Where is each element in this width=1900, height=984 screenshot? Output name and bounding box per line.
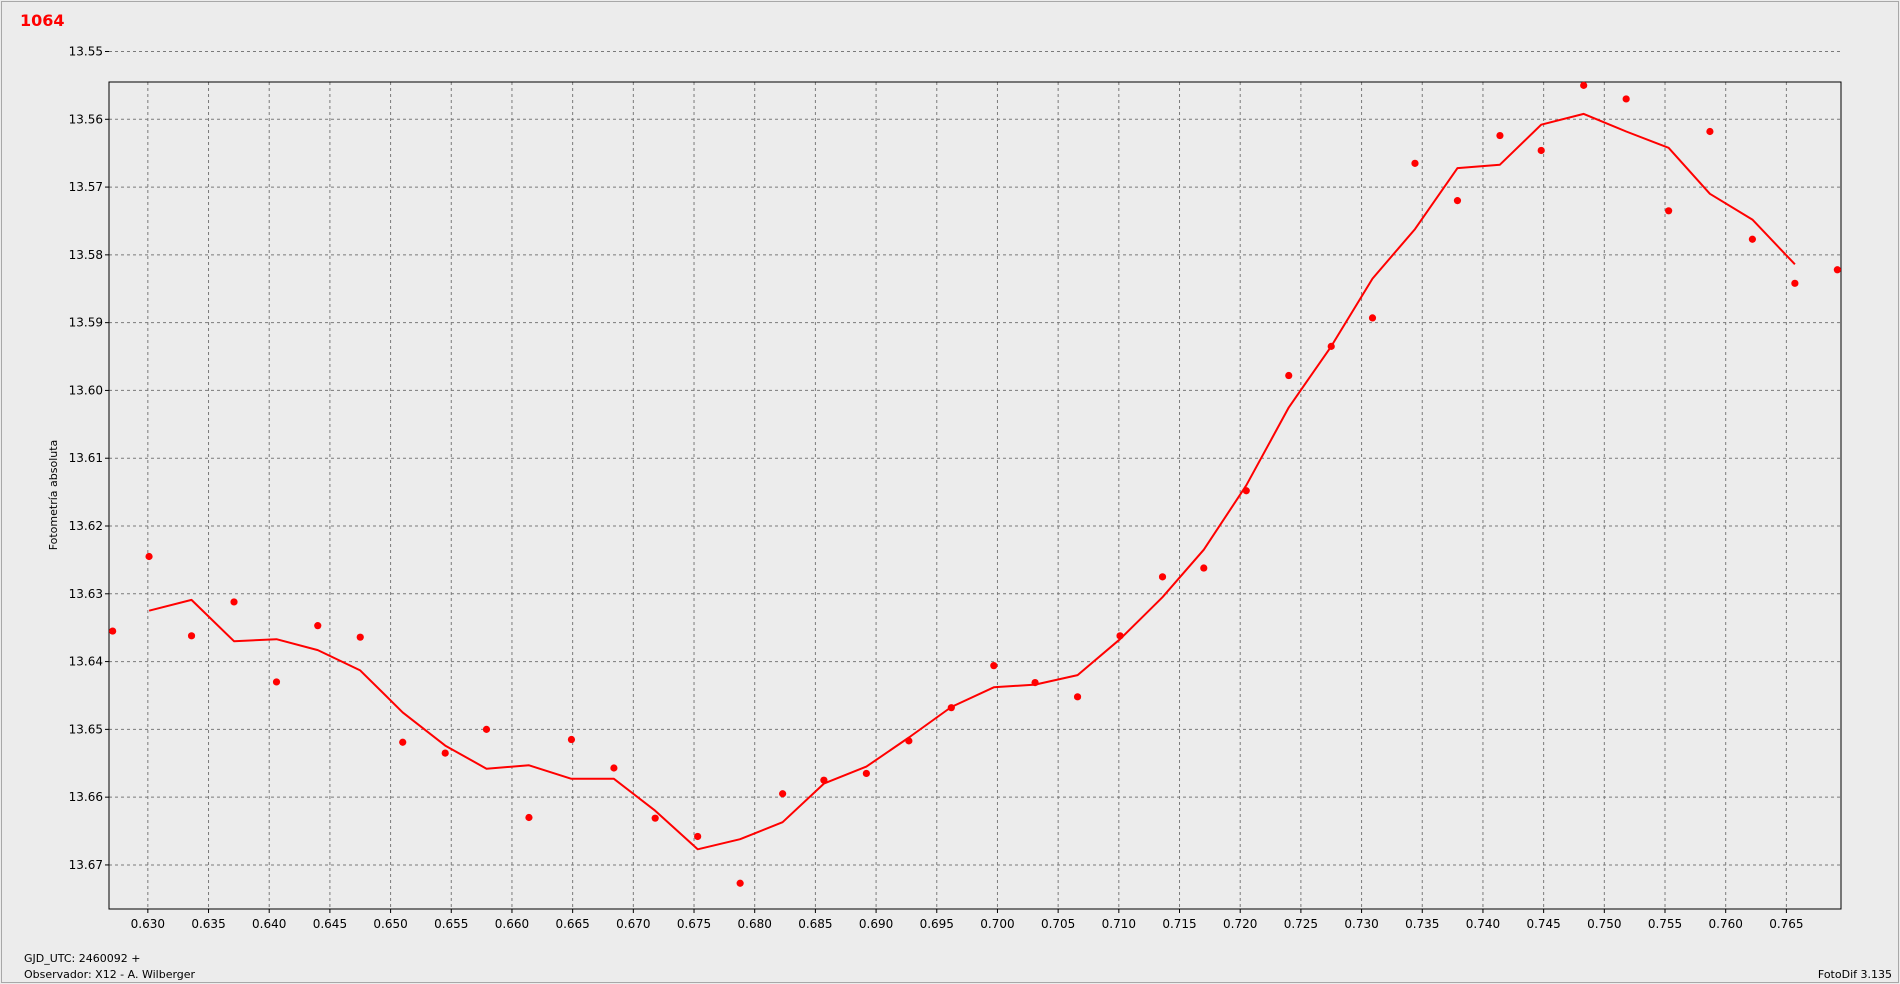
data-point	[1748, 235, 1756, 243]
x-tick-label: 0.685	[798, 917, 832, 931]
y-tick-label: 13.62	[69, 519, 103, 533]
data-point	[356, 633, 364, 641]
x-tick-label: 0.630	[131, 917, 165, 931]
data-point	[525, 813, 533, 822]
data-point	[1200, 564, 1208, 572]
y-tick-label: 13.57	[69, 180, 103, 194]
x-tick-label: 0.745	[1526, 917, 1560, 931]
data-point	[482, 725, 491, 733]
data-point	[1158, 573, 1167, 581]
x-tick-label: 0.750	[1587, 917, 1621, 931]
x-tick-label: 0.680	[738, 917, 772, 931]
data-point	[567, 735, 576, 744]
x-tick-label: 0.660	[495, 917, 529, 931]
y-tick-label: 13.56	[69, 112, 103, 126]
data-point	[1453, 197, 1462, 205]
y-tick-label: 13.64	[69, 655, 103, 669]
observer-label: Observador: X12 - A. Wilberger	[24, 968, 196, 981]
data-point	[1496, 131, 1504, 140]
y-tick-label: 13.61	[69, 451, 103, 465]
y-tick-label: 13.59	[69, 316, 103, 330]
data-point	[399, 738, 407, 746]
x-tick-label: 0.735	[1405, 917, 1439, 931]
data-point	[1368, 314, 1377, 322]
data-point	[1285, 371, 1293, 380]
data-point	[1833, 266, 1841, 274]
y-tick-label: 13.60	[69, 383, 103, 397]
x-tick-label: 0.635	[191, 917, 225, 931]
x-tick-label: 0.655	[434, 917, 468, 931]
data-point	[1580, 81, 1588, 89]
data-point	[736, 879, 744, 887]
y-tick-label: 13.67	[69, 858, 103, 872]
x-tick-label: 0.755	[1648, 917, 1682, 931]
y-tick-label: 13.63	[69, 587, 103, 601]
data-series	[109, 81, 1841, 887]
software-version: FotoDif 3.135	[1817, 968, 1892, 981]
x-tick-label: 0.715	[1162, 917, 1196, 931]
y-tick-label: 13.55	[69, 44, 103, 58]
x-tick-label: 0.760	[1709, 917, 1743, 931]
data-point	[862, 769, 870, 778]
data-point	[187, 632, 196, 640]
chart-title: 1064	[20, 11, 65, 30]
gjd-label: GJD_UTC: 2460092 +	[24, 952, 141, 965]
x-tick-label: 0.690	[859, 917, 893, 931]
y-axis-label: Fotometría absoluta	[47, 440, 60, 551]
data-point	[610, 764, 618, 772]
data-point	[1791, 279, 1799, 287]
x-tick-label: 0.675	[677, 917, 711, 931]
x-tick-label: 0.710	[1102, 917, 1136, 931]
data-point	[441, 749, 449, 757]
trend-line	[148, 112, 1796, 851]
x-tick-label: 0.730	[1344, 917, 1378, 931]
data-point	[1411, 159, 1419, 167]
data-point	[779, 790, 787, 798]
x-tick-label: 0.705	[1041, 917, 1075, 931]
x-tick-label: 0.645	[313, 917, 347, 931]
y-tick-label: 13.58	[69, 248, 103, 262]
y-tick-label: 13.65	[69, 722, 103, 736]
x-tick-label: 0.650	[373, 917, 407, 931]
data-point	[1537, 146, 1545, 155]
data-point	[694, 832, 702, 841]
data-point	[230, 598, 238, 606]
data-point	[1622, 95, 1630, 103]
x-tick-label: 0.765	[1769, 917, 1803, 931]
y-tick-label: 13.66	[69, 790, 103, 804]
x-tick-label: 0.720	[1223, 917, 1257, 931]
x-tick-label: 0.740	[1466, 917, 1500, 931]
data-point	[272, 678, 281, 686]
plot-area-border	[108, 81, 1842, 910]
data-point	[109, 627, 117, 635]
x-tick-label: 0.665	[555, 917, 589, 931]
data-point	[1706, 127, 1714, 136]
x-tick-label: 0.640	[252, 917, 286, 931]
axis-ticks: 0.630 0.635 0.640 0.645 0.650 0.655 0.660 0.665…	[69, 44, 1804, 931]
grid	[109, 50, 1841, 909]
data-point	[314, 622, 322, 630]
data-point	[651, 814, 659, 822]
data-point	[1665, 207, 1673, 215]
x-tick-label: 0.695	[920, 917, 954, 931]
x-tick-label: 0.700	[980, 917, 1014, 931]
data-point	[145, 552, 153, 561]
data-point	[990, 662, 998, 670]
x-tick-label: 0.670	[616, 917, 650, 931]
x-tick-label: 0.725	[1284, 917, 1318, 931]
data-point	[1073, 693, 1082, 701]
